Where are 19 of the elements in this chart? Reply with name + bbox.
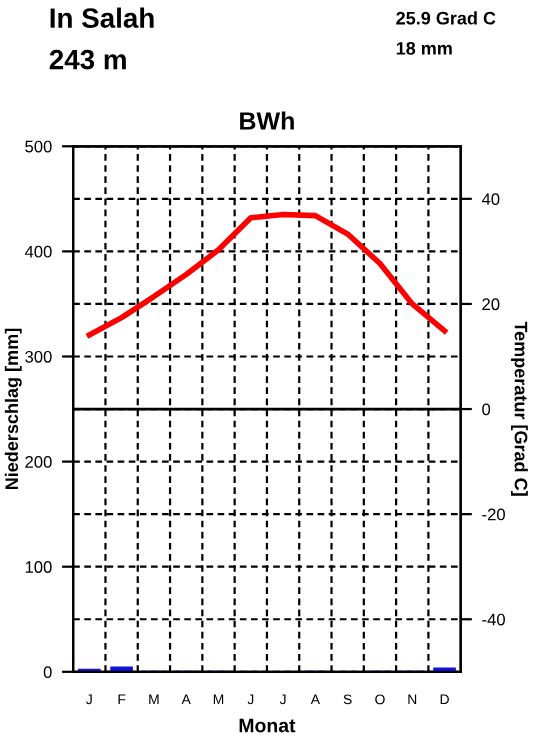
y-tick-label: 0 bbox=[43, 666, 52, 679]
y-axis-title: Niederschlag [mm] bbox=[4, 328, 22, 490]
text: 243 m bbox=[49, 49, 126, 70]
y-tick-label: 200 bbox=[25, 456, 52, 468]
y-tick-label: 300 bbox=[25, 350, 52, 363]
x-axis-title: Monat bbox=[239, 718, 296, 733]
text: 25.9 Grad C bbox=[396, 11, 496, 25]
y-tick-label: 400 bbox=[24, 245, 52, 258]
y-tick-label: 500 bbox=[25, 140, 52, 153]
y2-tick-label: 20 bbox=[482, 298, 500, 311]
text: 18 mm bbox=[396, 41, 452, 55]
chart-title: BWh bbox=[240, 111, 294, 130]
y2-tick-label: 40 bbox=[481, 193, 500, 206]
y-tick-label: 100 bbox=[25, 561, 52, 573]
y2-tick-label: -20 bbox=[482, 508, 505, 521]
y2-tick-label: -40 bbox=[482, 613, 505, 626]
text: In Salah bbox=[50, 7, 154, 28]
y2-tick-label: 0 bbox=[482, 403, 491, 416]
y2-axis-title: Temperatur [Grad C] bbox=[511, 321, 528, 496]
